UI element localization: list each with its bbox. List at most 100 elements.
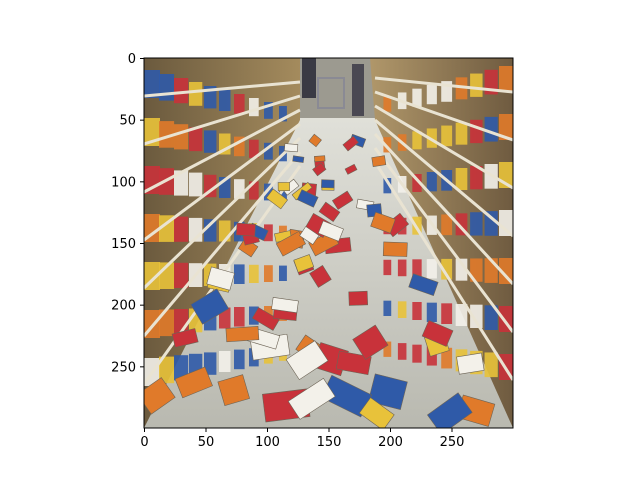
fallen-box [427, 392, 473, 428]
shelf-product [264, 224, 273, 242]
fallen-box [292, 155, 305, 163]
shelf-product [484, 211, 498, 236]
x-tick-label: 250 [440, 435, 465, 450]
fallen-box [293, 254, 315, 273]
shelf-product [484, 305, 498, 330]
shelf-product [249, 181, 259, 200]
shelf-product [455, 168, 468, 190]
shelf-product [219, 90, 231, 111]
x-tick-label: 200 [378, 435, 403, 450]
fallen-box [331, 190, 354, 210]
shelf-product [159, 121, 175, 148]
shelf-product [234, 179, 245, 199]
shelf-product [174, 78, 189, 104]
shelf-product [189, 127, 203, 152]
shelf-product [470, 258, 483, 282]
fallen-box [190, 288, 230, 325]
shelf-product [484, 352, 498, 378]
fallen-box [312, 162, 327, 177]
shelf-product [484, 116, 498, 142]
fallen-box [318, 201, 341, 223]
fallen-box [225, 326, 260, 343]
shelf-product [412, 131, 422, 150]
shelf-product [412, 174, 422, 192]
shelf-product [383, 96, 392, 112]
fallen-box [217, 374, 250, 407]
shelf-product [159, 74, 175, 101]
shelf-product [174, 216, 189, 242]
shelf-product [249, 264, 259, 283]
fallen-box [287, 377, 336, 420]
shelf-product [219, 307, 231, 329]
fallen-cereal-boxes [144, 133, 496, 428]
x-tick-label: 100 [255, 435, 280, 450]
shelf-product [279, 185, 287, 202]
shelf-product [204, 130, 217, 153]
fallen-box [308, 133, 322, 148]
shelf-product [279, 265, 287, 281]
fallen-box [358, 397, 395, 428]
shelf-product [383, 300, 392, 316]
shelf-product [441, 81, 453, 102]
shelf-product [234, 307, 245, 327]
shelf-product [174, 124, 189, 150]
shelf-product [264, 183, 273, 201]
x-tick-label: 0 [140, 435, 148, 450]
y-tick-label: 250 [111, 360, 136, 375]
shelf-product [219, 220, 231, 242]
shelf-product [174, 170, 189, 196]
shelf-product [499, 114, 513, 140]
shelf-product [219, 177, 231, 198]
shelf-product [174, 355, 189, 381]
shelf-edge [144, 94, 301, 146]
shelf-product [412, 344, 422, 363]
shelf-product [234, 94, 245, 114]
shelf-product [397, 343, 407, 360]
shelf-product [397, 259, 407, 277]
shelf-product [264, 265, 273, 282]
shelf-product [470, 119, 483, 144]
fallen-box [299, 226, 320, 245]
fallen-box [344, 163, 358, 175]
shelf-product [499, 210, 513, 236]
fallen-box [309, 264, 332, 288]
shelf-product [204, 219, 217, 242]
fallen-box [335, 350, 372, 376]
shelf-product [455, 122, 468, 145]
shelf-product [426, 302, 437, 322]
shelf-product [470, 166, 483, 190]
shelf-product [249, 98, 259, 117]
shelf-product [234, 264, 245, 284]
shelf-product [174, 262, 189, 288]
shelf-product [234, 136, 245, 157]
shelf-product [397, 301, 407, 318]
shelf-product [383, 178, 392, 194]
shelf-product [264, 142, 273, 160]
supermarket-aisle-photo [144, 58, 513, 428]
shelf-edge [374, 90, 513, 142]
shelf-edge [144, 80, 301, 98]
y-tick-label: 100 [111, 175, 136, 190]
fallen-box [342, 135, 359, 152]
shelf-product [279, 106, 287, 122]
fallen-box [314, 155, 326, 162]
shopper-silhouette [352, 64, 364, 116]
shelf-edges [144, 76, 513, 385]
y-tick-label: 0 [128, 52, 136, 67]
shelf-product [189, 172, 203, 197]
shelf-edge [144, 122, 301, 242]
fallen-box [284, 143, 299, 153]
fallen-box [251, 307, 280, 331]
y-axis: 0 50 100 150 200 250 [111, 52, 144, 375]
shelf-product [499, 258, 513, 284]
shelf-product [426, 84, 437, 105]
shelf-product [204, 352, 217, 375]
fallen-box [456, 352, 485, 375]
fallen-box [285, 340, 329, 381]
shelf-product [441, 214, 453, 236]
shelf-product [412, 88, 422, 107]
shelf-edge [373, 132, 513, 286]
fallen-box [235, 222, 256, 237]
shelf-product [383, 341, 392, 357]
